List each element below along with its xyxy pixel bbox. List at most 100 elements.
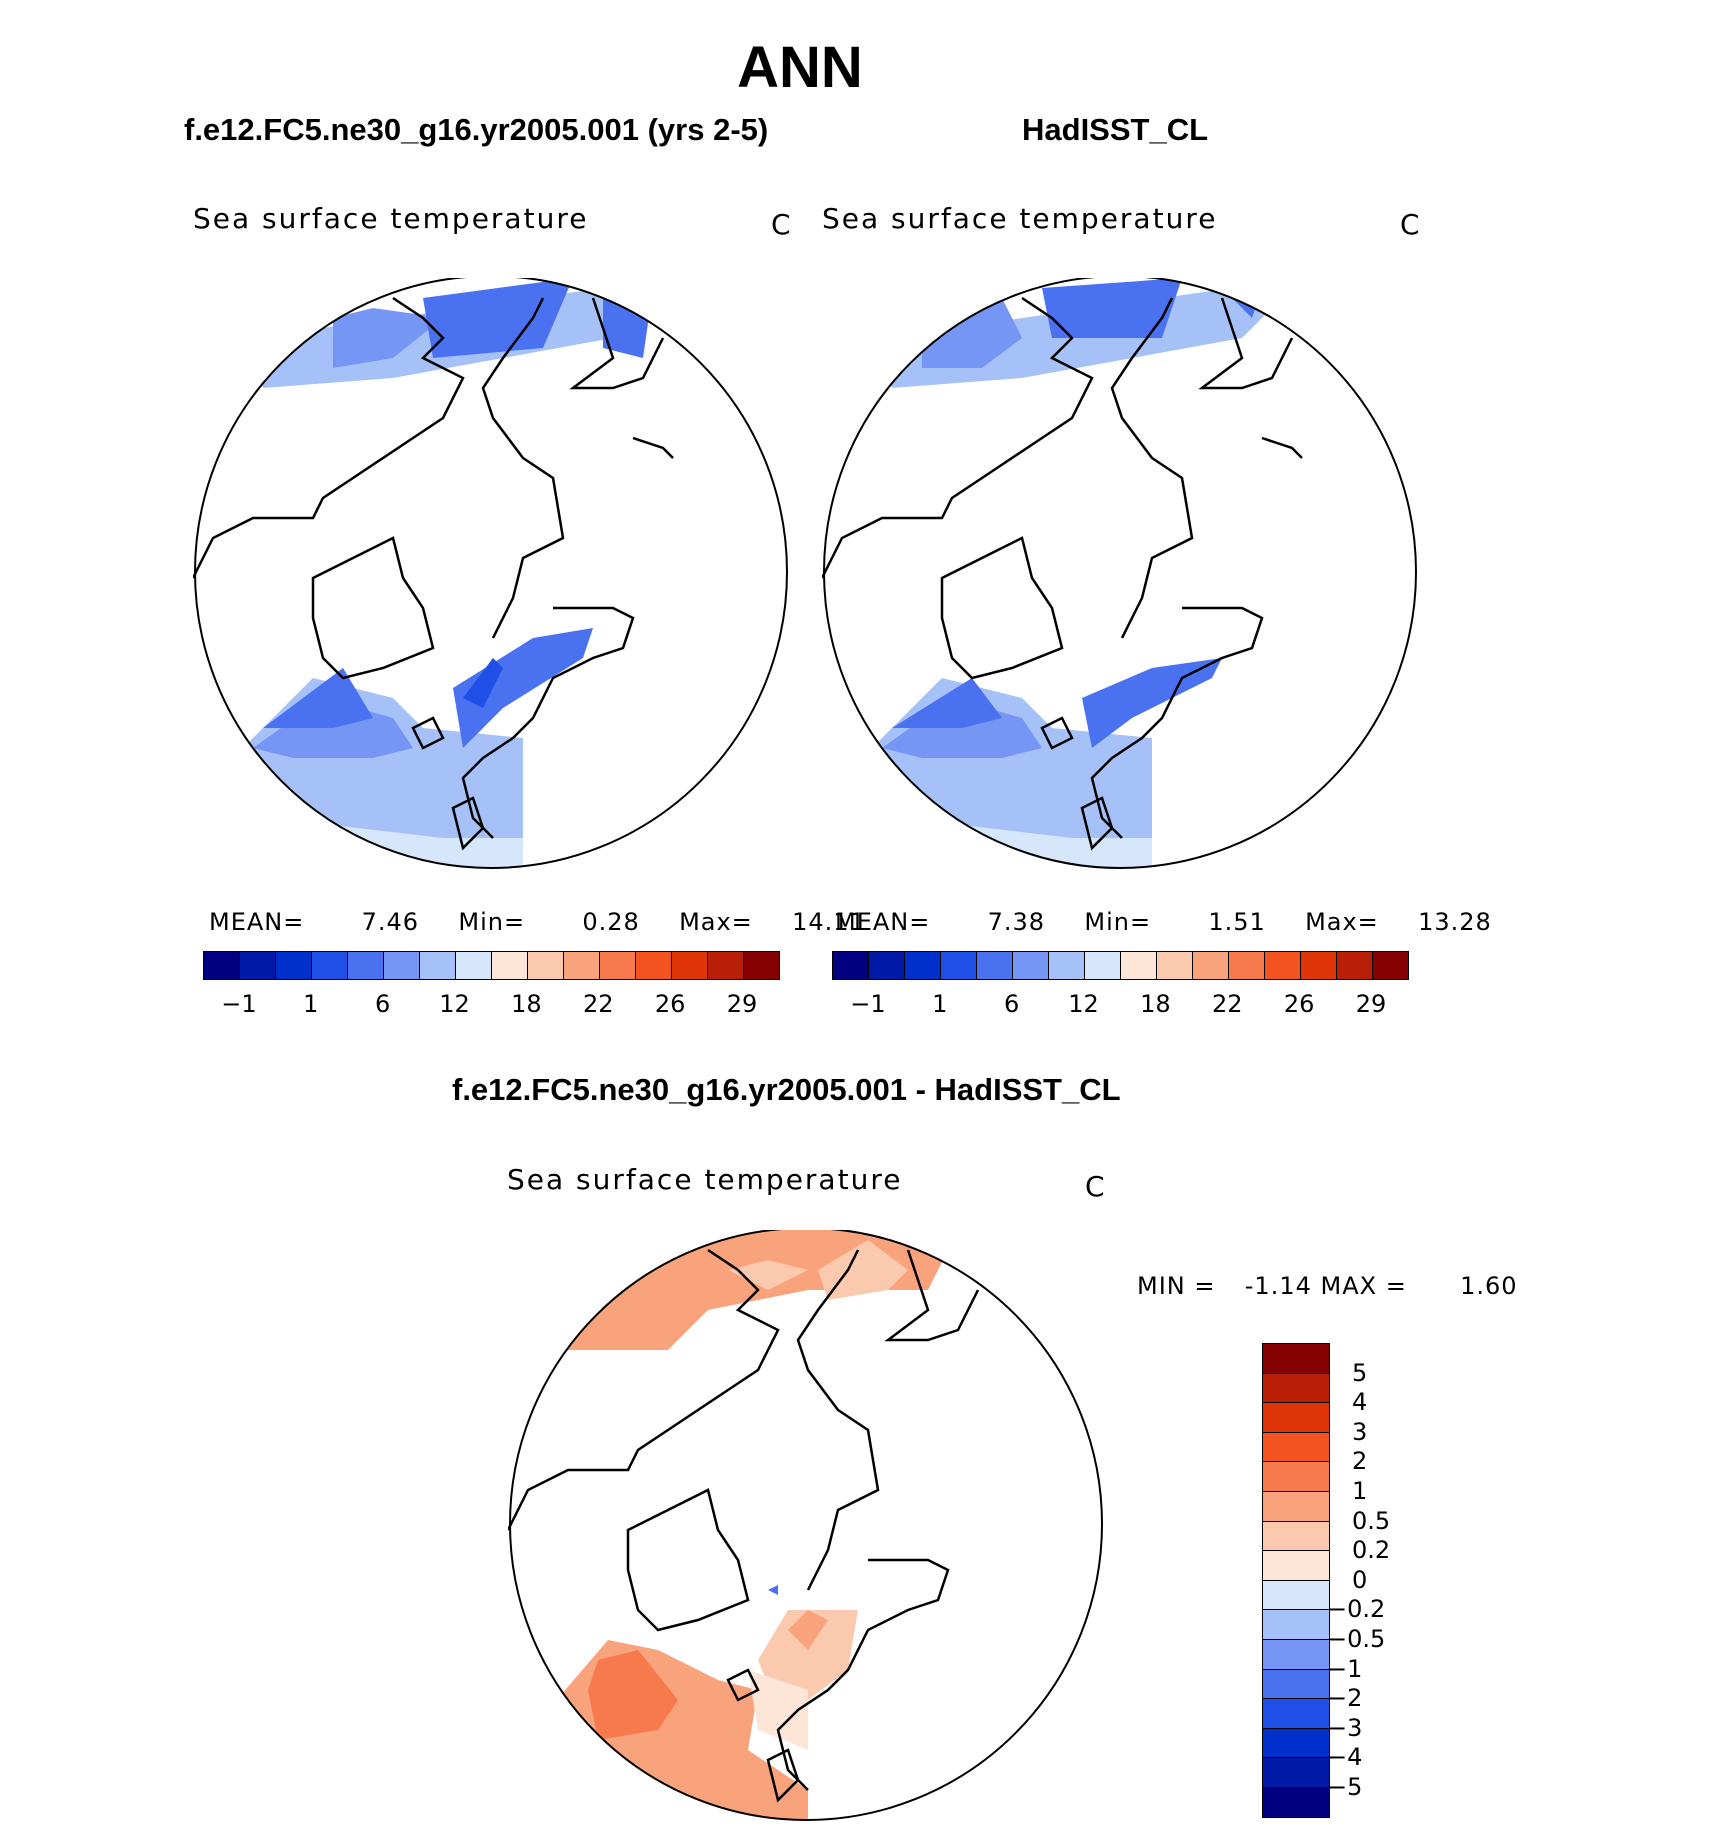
panel-2-units-label: C bbox=[1400, 208, 1420, 241]
colorbar-cell bbox=[1301, 952, 1337, 979]
colorbar-cell bbox=[1263, 1669, 1329, 1700]
panel-1-min-label: Min= bbox=[458, 908, 526, 936]
panel-1-colorbar bbox=[203, 951, 780, 980]
colorbar-cell bbox=[528, 952, 564, 979]
colorbar-tick-label: 29 bbox=[1355, 990, 1387, 1018]
panel-2-map-boundary bbox=[823, 278, 1417, 869]
diff-variable-label: Sea surface temperature bbox=[507, 1163, 903, 1196]
colorbar-cell bbox=[1085, 952, 1121, 979]
colorbar-tick-label: −5 bbox=[1327, 1773, 1363, 1801]
panel-2-polar-map bbox=[822, 278, 1417, 869]
colorbar-cell bbox=[312, 952, 348, 979]
diff-minmax-stats: MIN = -1.14 MAX = 1.60 bbox=[1137, 1272, 1518, 1300]
colorbar-cell bbox=[1263, 1462, 1329, 1492]
colorbar-cell bbox=[1263, 1344, 1329, 1374]
colorbar-tick-label: −3 bbox=[1327, 1713, 1363, 1742]
panel-2-min-label: Min= bbox=[1084, 908, 1152, 936]
colorbar-cell bbox=[1157, 952, 1193, 979]
colorbar-cell bbox=[833, 952, 869, 979]
diff-units-label: C bbox=[1085, 1170, 1105, 1203]
colorbar-tick-label: 26 bbox=[1283, 990, 1315, 1018]
colorbar-tick-label: 12 bbox=[1068, 990, 1099, 1018]
panel-2-coastlines bbox=[822, 296, 1303, 851]
diff-colorbar bbox=[1262, 1343, 1330, 1818]
colorbar-cell bbox=[905, 952, 941, 979]
panel-2-stats: MEAN= 7.38 Min= 1.51 Max= 13.28 bbox=[835, 908, 1492, 936]
panel-2-variable-label: Sea surface temperature bbox=[822, 202, 1218, 235]
colorbar-cell bbox=[1263, 1610, 1329, 1640]
colorbar-cell bbox=[1263, 1491, 1329, 1522]
colorbar-cell bbox=[456, 952, 492, 979]
colorbar-tick-label: 1 bbox=[1352, 1477, 1368, 1505]
colorbar-tick-label: −0.5 bbox=[1327, 1625, 1386, 1653]
colorbar-cell bbox=[869, 952, 905, 979]
panel-1-stats: MEAN= 7.46 Min= 0.28 Max= 14.11 bbox=[209, 908, 866, 936]
colorbar-cell bbox=[1263, 1787, 1329, 1817]
colorbar-tick-label: 3 bbox=[1352, 1417, 1368, 1446]
diff-polar-map bbox=[508, 1230, 1103, 1821]
colorbar-cell bbox=[1337, 952, 1373, 979]
panel-1-max-label: Max= bbox=[679, 908, 753, 936]
diff-max-label: MAX = bbox=[1320, 1272, 1407, 1300]
colorbar-cell bbox=[1263, 1432, 1329, 1463]
diff-case-title: f.e12.FC5.ne30_g16.yr2005.001 - HadISST_… bbox=[452, 1072, 1121, 1107]
colorbar-cell bbox=[1013, 952, 1049, 979]
colorbar-cell bbox=[420, 952, 456, 979]
colorbar-cell bbox=[636, 952, 672, 979]
panel-1-polar-map bbox=[193, 278, 788, 869]
colorbar-cell bbox=[708, 952, 744, 979]
colorbar-tick-label: 0.5 bbox=[1352, 1506, 1391, 1535]
colorbar-tick-label: 18 bbox=[1140, 990, 1171, 1018]
colorbar-cell bbox=[564, 952, 600, 979]
colorbar-cell bbox=[276, 952, 312, 979]
colorbar-cell bbox=[1121, 952, 1157, 979]
panel-1-sst-field bbox=[233, 278, 673, 868]
colorbar-tick-label: −1 bbox=[1327, 1654, 1363, 1683]
colorbar-cell bbox=[348, 952, 384, 979]
colorbar-cell bbox=[1263, 1728, 1329, 1759]
colorbar-cell bbox=[600, 952, 636, 979]
colorbar-tick-label: 29 bbox=[726, 990, 758, 1018]
colorbar-tick-label: 12 bbox=[439, 990, 470, 1018]
colorbar-tick-label: 6 bbox=[1004, 990, 1020, 1018]
colorbar-tick-label: −4 bbox=[1327, 1743, 1363, 1772]
colorbar-cell bbox=[1265, 952, 1301, 979]
diff-coastlines bbox=[508, 1248, 980, 1803]
colorbar-tick-label: 6 bbox=[375, 990, 391, 1018]
colorbar-tick-label: 22 bbox=[1212, 990, 1243, 1018]
diff-max-value: 1.60 bbox=[1460, 1272, 1518, 1300]
panel-1-case-title: f.e12.FC5.ne30_g16.yr2005.001 (yrs 2-5) bbox=[184, 112, 769, 147]
panel-1-colorbar-ticks: −1 1 6 12 18 22 26 29 bbox=[0, 990, 1710, 1020]
colorbar-cell bbox=[1263, 1373, 1329, 1404]
panel-2-case-title: HadISST_CL bbox=[1022, 112, 1209, 147]
colorbar-cell bbox=[1373, 952, 1408, 979]
colorbar-cell bbox=[384, 952, 420, 979]
colorbar-cell bbox=[941, 952, 977, 979]
panel-1-mean-value: 7.46 bbox=[361, 908, 420, 936]
panel-1-map-boundary bbox=[194, 278, 788, 869]
panel-1-max-value: 14.11 bbox=[792, 908, 866, 936]
diff-sst-field bbox=[548, 1230, 958, 1820]
panel-2-sst-field bbox=[862, 278, 1302, 868]
main-title: ANN bbox=[737, 35, 863, 100]
panel-2-mean-label: MEAN= bbox=[835, 908, 931, 936]
panel-2-mean-value: 7.38 bbox=[987, 908, 1046, 936]
panel-1-variable-label: Sea surface temperature bbox=[193, 202, 589, 235]
colorbar-cell bbox=[1193, 952, 1229, 979]
colorbar-cell bbox=[977, 952, 1013, 979]
colorbar-tick-label: 1 bbox=[932, 990, 948, 1018]
diff-min-value: -1.14 bbox=[1244, 1272, 1312, 1300]
colorbar-tick-label: −1 bbox=[221, 990, 257, 1018]
colorbar-tick-label: 22 bbox=[583, 990, 614, 1018]
colorbar-cell bbox=[1229, 952, 1265, 979]
colorbar-cell bbox=[1263, 1699, 1329, 1729]
colorbar-tick-label: 5 bbox=[1352, 1358, 1368, 1387]
colorbar-tick-label: 26 bbox=[654, 990, 686, 1018]
panel-1-coastlines bbox=[193, 296, 674, 851]
panel-2-min-value: 1.51 bbox=[1208, 908, 1266, 936]
colorbar-cell bbox=[1263, 1758, 1329, 1788]
colorbar-cell bbox=[1263, 1403, 1329, 1433]
panel-2-max-value: 13.28 bbox=[1418, 908, 1492, 936]
panel-2-max-label: Max= bbox=[1305, 908, 1379, 936]
colorbar-cell bbox=[1049, 952, 1085, 979]
